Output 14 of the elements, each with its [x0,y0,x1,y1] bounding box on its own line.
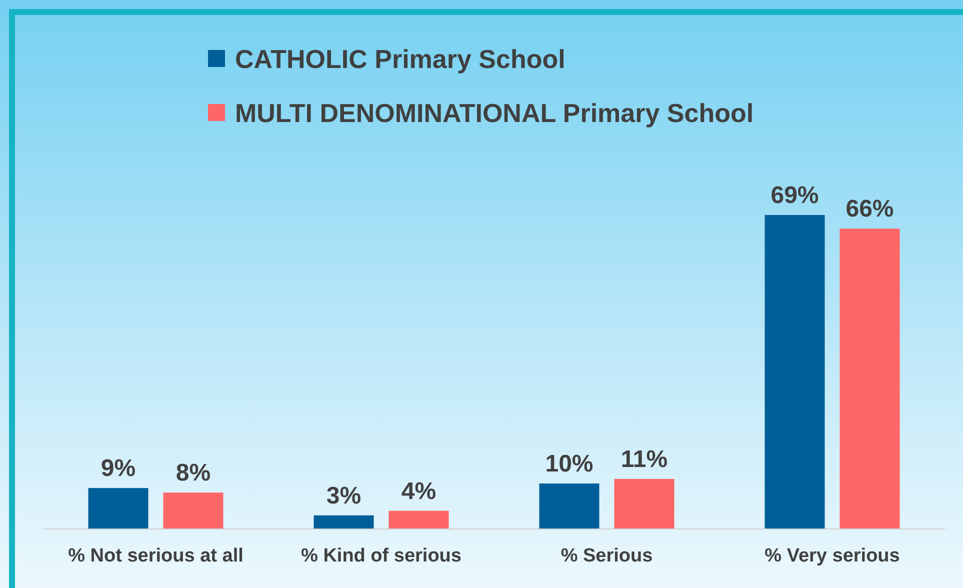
data-label: 8% [176,460,211,487]
data-label: 69% [770,182,819,209]
data-label: 9% [100,455,136,482]
x-tick-label: % Kind of serious [301,545,462,566]
legend-label: MULTI DENOMINATIONAL Primary School [235,98,754,128]
x-tick-label: % Serious [560,545,653,566]
x-tick-label: % Not serious at all [68,545,244,566]
data-label: 11% [620,446,668,473]
data-label: 4% [401,478,436,505]
data-label: 3% [326,482,362,510]
legend-label: CATHOLIC Primary School [235,44,566,74]
data-label: 10% [545,450,594,478]
x-tick-label: % Very serious [764,545,900,566]
data-label: 66% [846,196,894,223]
